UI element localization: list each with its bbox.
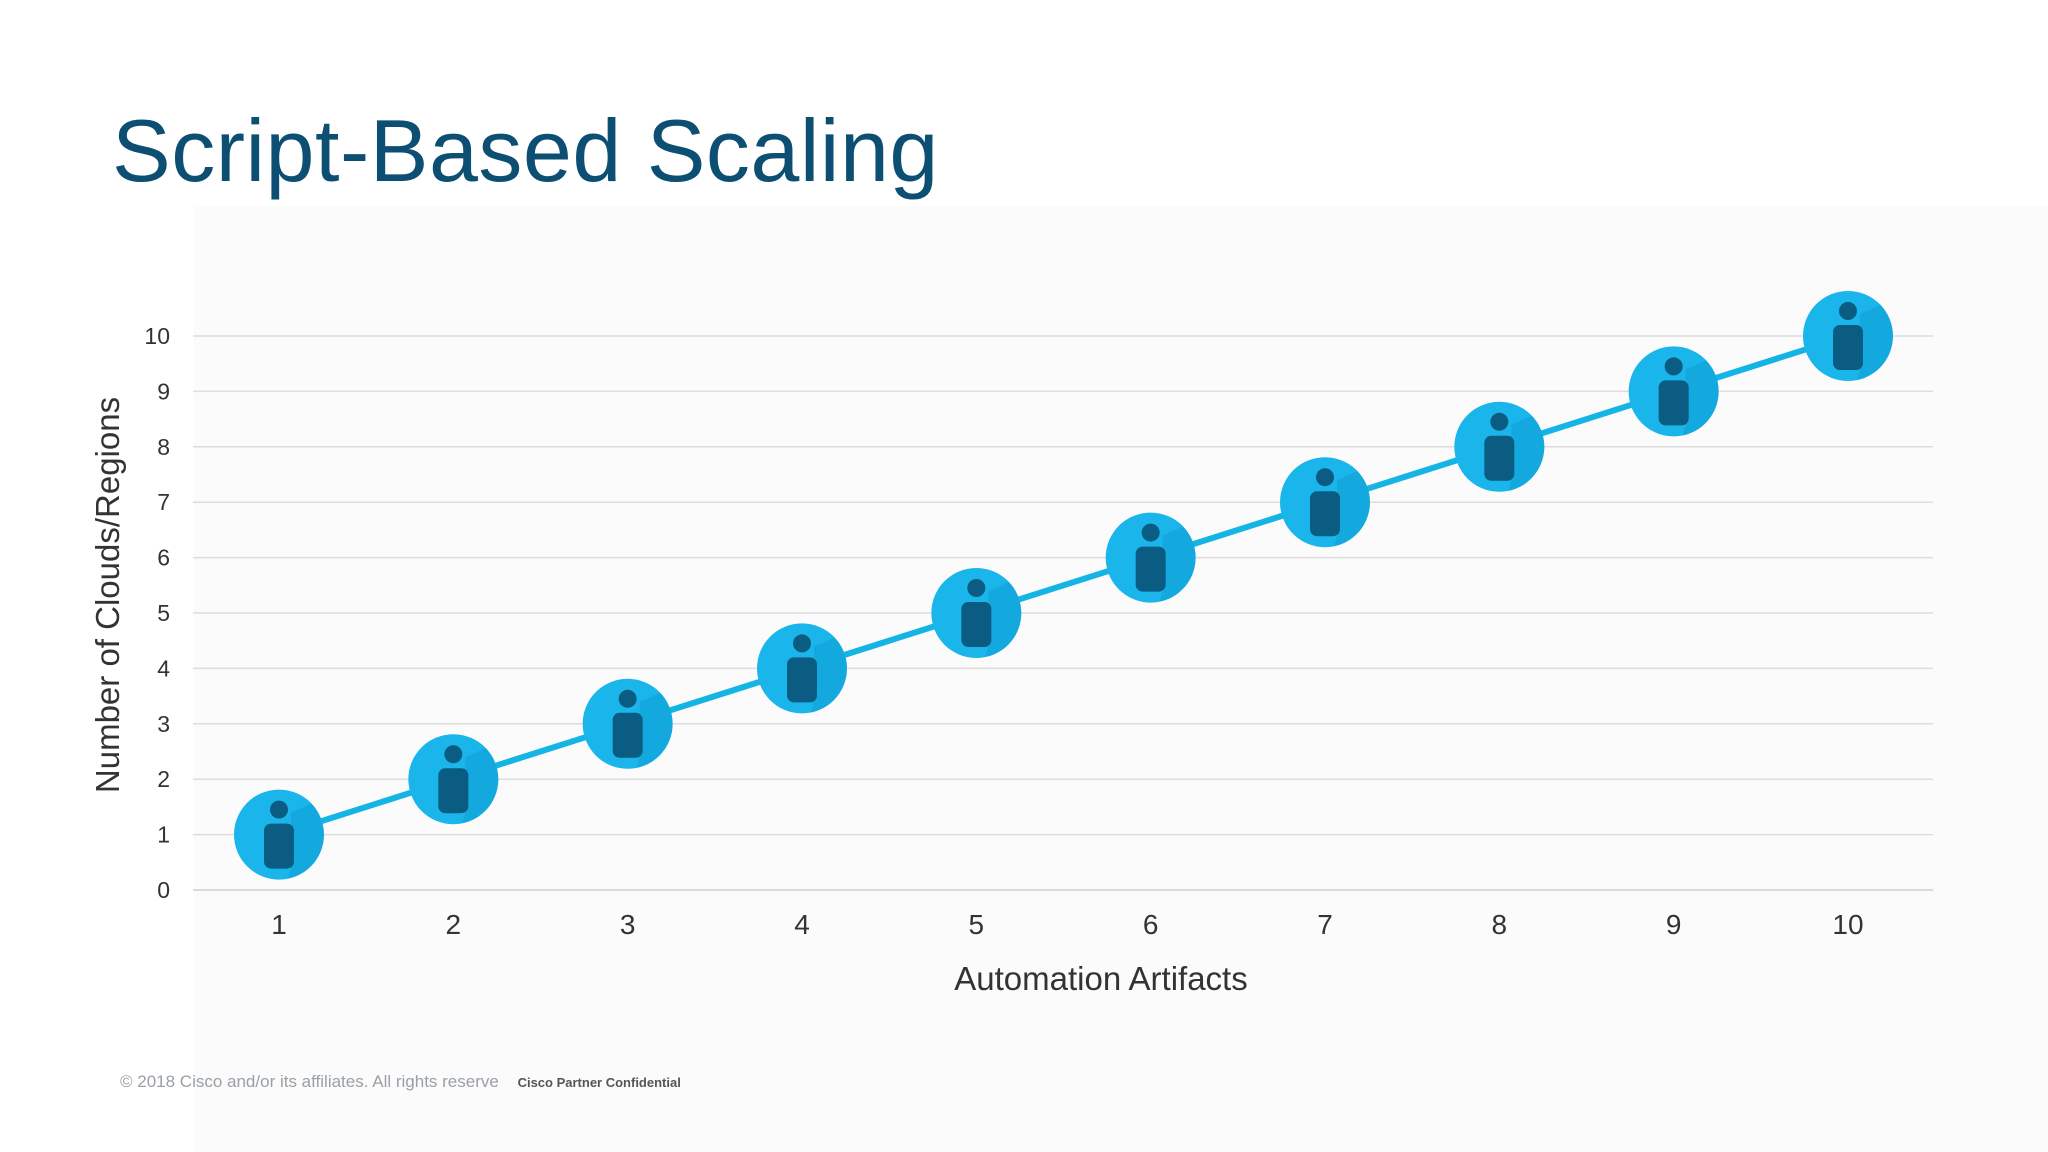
- person-icon-head: [1839, 302, 1857, 320]
- x-tick-label: 6: [1143, 909, 1159, 940]
- y-tick-label: 2: [157, 766, 170, 792]
- x-tick-label: 2: [446, 909, 462, 940]
- person-icon-head: [1141, 523, 1160, 542]
- marker-shadow: [288, 803, 324, 879]
- person-icon: [1310, 491, 1340, 537]
- data-point: [408, 734, 499, 825]
- y-tick-label: 9: [157, 378, 170, 404]
- data-point: [1454, 401, 1545, 492]
- person-icon: [264, 823, 294, 869]
- person-icon-head: [793, 634, 811, 653]
- series-line: [278, 333, 1849, 838]
- page-title: Script-Based Scaling: [112, 101, 939, 200]
- person-icon: [612, 712, 643, 758]
- person-icon-head: [618, 689, 637, 708]
- data-point: [1803, 291, 1893, 381]
- x-tick-label: 8: [1492, 909, 1508, 940]
- person-icon: [1833, 325, 1863, 370]
- data-point: [1280, 457, 1370, 548]
- footer: © 2018 Cisco and/or its affiliates. All …: [120, 1072, 681, 1092]
- y-tick-label: 1: [157, 822, 170, 848]
- data-point: [931, 568, 1022, 658]
- marker-shadow: [636, 692, 673, 768]
- y-tick-label: 8: [157, 434, 170, 460]
- y-tick-label: 10: [144, 323, 170, 349]
- marker-shadow: [1159, 526, 1196, 602]
- data-point: [582, 678, 673, 769]
- person-icon-head: [1664, 357, 1683, 376]
- x-axis-label: Automation Artifacts: [954, 960, 1247, 997]
- person-icon-head: [1316, 468, 1334, 487]
- x-tick-label: 4: [794, 909, 810, 940]
- data-point: [757, 623, 847, 714]
- data-point: [1628, 346, 1719, 437]
- y-tick-label: 4: [157, 655, 170, 681]
- person-icon: [1135, 546, 1166, 592]
- x-tick-label: 3: [620, 909, 636, 940]
- y-tick-label: 3: [157, 711, 170, 737]
- marker-shadow: [462, 748, 499, 824]
- person-icon: [1484, 435, 1515, 481]
- person-icon: [438, 768, 469, 814]
- y-tick-label: 7: [157, 489, 170, 515]
- person-icon: [961, 602, 992, 647]
- y-tick-label: 5: [157, 600, 170, 626]
- x-tick-label: 10: [1832, 909, 1863, 940]
- data-point: [1105, 512, 1196, 603]
- person-icon-head: [444, 745, 463, 764]
- person-icon: [1658, 380, 1689, 426]
- chart-panel: [194, 205, 2048, 1152]
- y-axis-label: Number of Clouds/Regions: [89, 397, 126, 793]
- person-icon-head: [967, 579, 986, 597]
- marker-shadow: [1682, 360, 1719, 436]
- marker-shadow: [985, 581, 1022, 658]
- footer-confidential: Cisco Partner Confidential: [517, 1075, 681, 1090]
- person-icon-head: [1490, 412, 1509, 431]
- x-tick-label: 9: [1666, 909, 1682, 940]
- y-tick-label: 0: [157, 877, 170, 903]
- x-tick-label: 7: [1317, 909, 1333, 940]
- marker-shadow: [1334, 471, 1370, 547]
- data-point: [234, 789, 324, 880]
- y-tick-label: 6: [157, 545, 170, 571]
- marker-shadow: [1857, 304, 1893, 381]
- person-icon-head: [270, 800, 288, 819]
- x-tick-label: 1: [271, 909, 287, 940]
- x-tick-label: 5: [969, 909, 985, 940]
- marker-shadow: [1508, 415, 1545, 491]
- footer-copyright: © 2018 Cisco and/or its affiliates. All …: [120, 1072, 499, 1091]
- person-icon: [787, 657, 817, 703]
- marker-shadow: [811, 637, 847, 713]
